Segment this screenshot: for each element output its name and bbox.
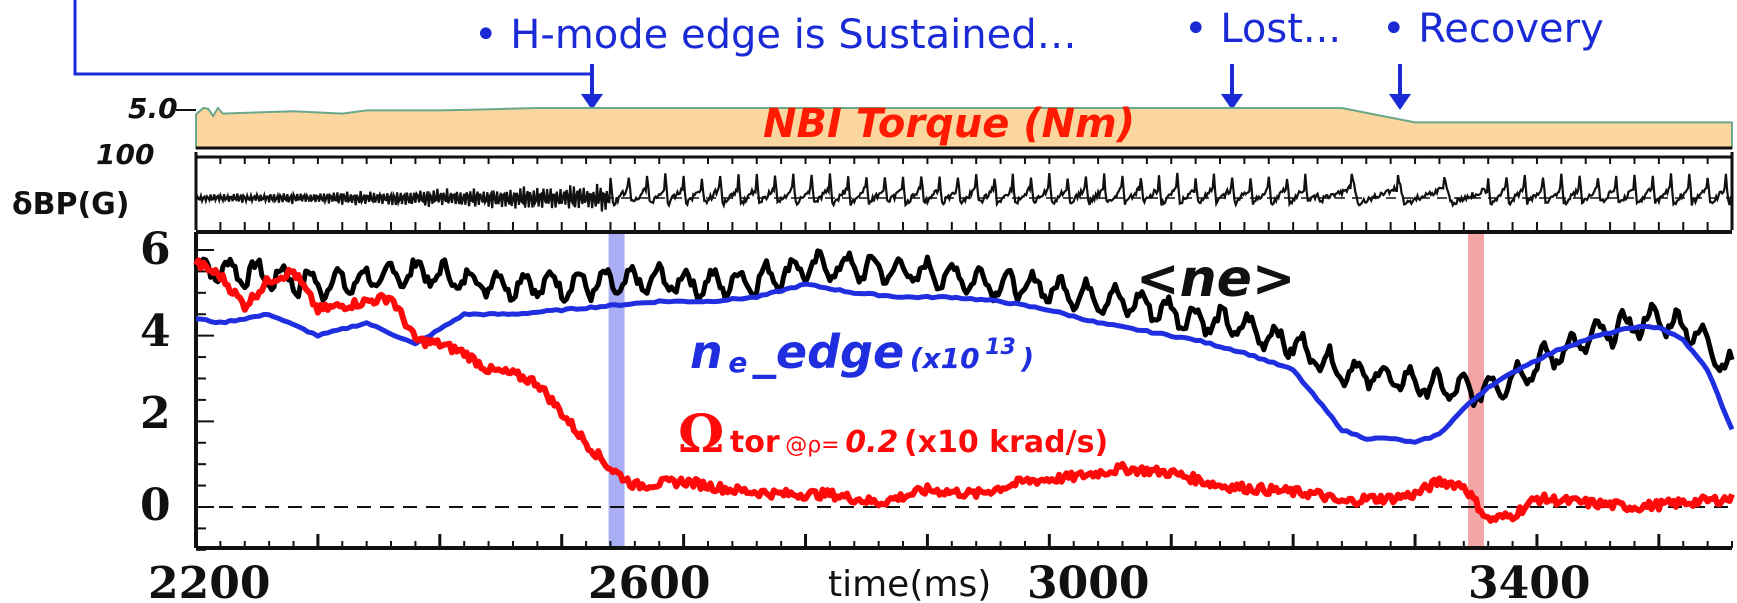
omega-unit: (x10 krad/s) [904,425,1108,460]
ne-edge-scale: (x10 [910,342,980,375]
xtick-2600: 2600 [588,558,710,603]
omega-tor: tor [730,425,780,460]
dbp-label: δBP(G) [12,187,130,222]
omega-at: @ρ= [785,433,839,458]
annotation-sustained: • H-mode edge is Sustained… [474,12,1077,58]
ytick-6: 6 [140,224,171,275]
omega-label: Ω tor @ρ= 0.2 (x10 krad/s) [678,404,1108,465]
xtick-3400: 3400 [1468,558,1590,603]
arrowhead-recovery [1389,94,1411,110]
ne-line [193,248,1735,409]
omega-symbol: Ω [678,404,724,465]
main-ticks [194,249,1733,551]
xtick-3000: 3000 [1027,558,1149,603]
ne-edge-rest: _edge [752,325,904,379]
ne-label: <ne> [1136,249,1295,309]
xtick-2200: 2200 [148,558,270,603]
dbp-signal [194,172,1733,212]
ytick-0: 0 [140,480,171,531]
torque-tick-label: 5.0 [128,92,178,125]
omega-line [193,257,1735,524]
arrowhead-lost [1221,94,1243,110]
annotation-recovery: • Recovery [1382,6,1604,52]
mark-red-band [1468,232,1484,548]
dbp-panel: 100 δBP(G) [12,138,1734,230]
ne-edge-line [195,281,1735,445]
ne-edge-label: n e _edge (x10 13 ) [690,325,1034,379]
torque-panel: 5.0 NBI Torque (Nm) [128,92,1733,150]
arrowhead-sustained [581,94,603,110]
main-panel: 6 4 2 0 2200 2600 3000 3400 time(ms) <ne… [140,224,1735,603]
ytick-4: 4 [140,306,171,357]
xlabel: time(ms) [828,564,991,603]
annotation-group: • H-mode edge is Sustained… • Lost... • … [73,0,1604,110]
ne-edge-close: ) [1020,342,1034,375]
ne-edge-n: n [690,325,723,379]
ytick-2: 2 [140,388,171,439]
annotation-lost: • Lost... [1184,6,1341,52]
dbp-ticks [195,157,1733,230]
torque-label: NBI Torque (Nm) [763,101,1135,147]
omega-val: 0.2 [845,425,898,460]
dbp-tick-label: 100 [96,138,154,171]
ne-edge-exp: 13 [985,335,1016,360]
ne-edge-sub: e [728,346,747,379]
torque-area [195,106,1733,149]
